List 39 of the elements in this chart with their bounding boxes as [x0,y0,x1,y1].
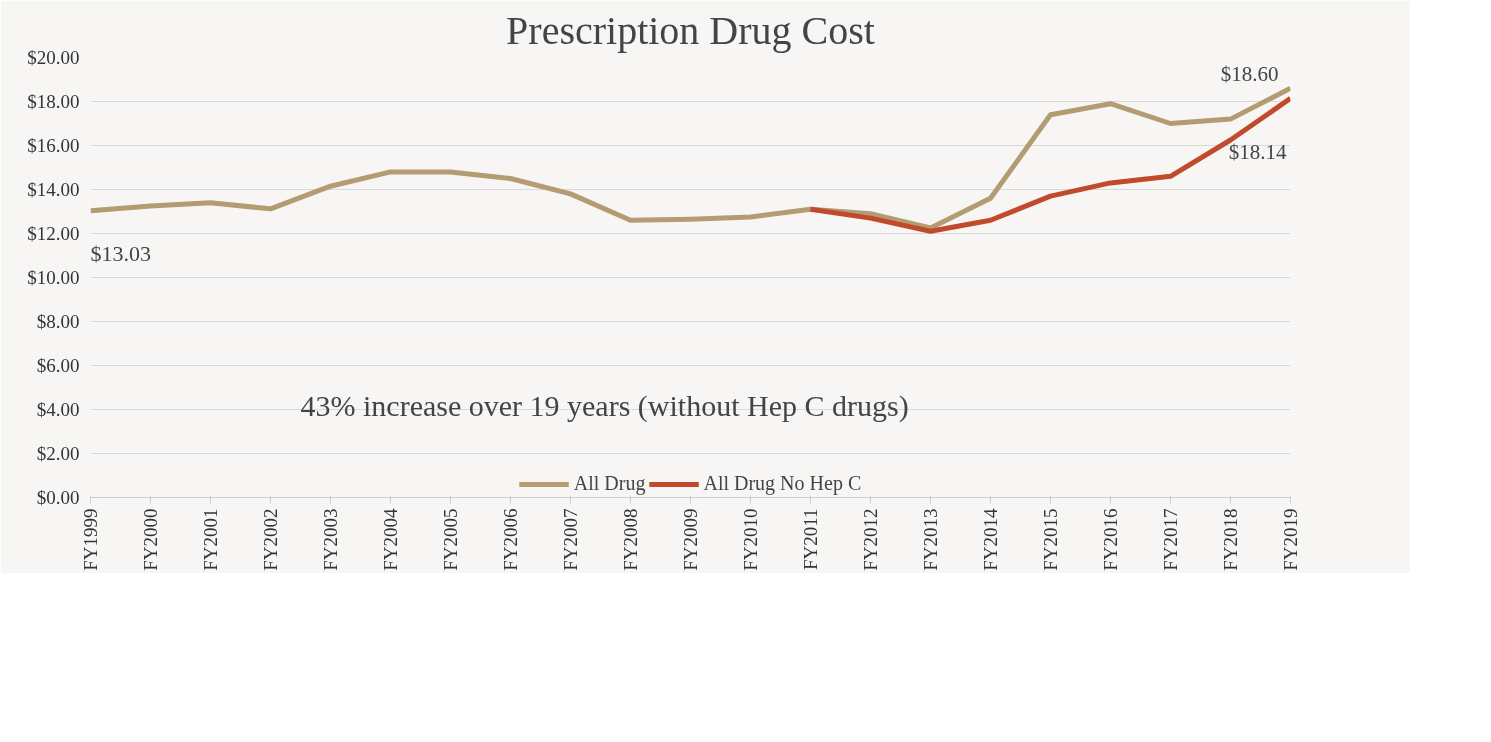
y-tick-label: $20.00 [27,47,80,68]
x-tick-label: FY2013 [920,508,941,571]
x-tick-label: FY2011 [800,508,821,571]
annotation: $13.03 [90,240,151,266]
x-tick-label: FY2012 [860,508,881,571]
legend-label: All Drug [573,472,646,495]
x-tick-label: FY1999 [80,508,101,571]
y-tick-label: $4.00 [36,399,80,420]
x-tick-label: FY2008 [620,508,641,571]
x-tick-label: FY2007 [560,508,581,571]
annotation: $18.60 [1220,62,1279,87]
annotation: 43% increase over 19 years (without Hep C drugs) [300,388,909,423]
x-tick-label: FY2006 [500,508,521,571]
x-tick-label: FY2017 [1160,508,1181,571]
x-tick-label: FY2018 [1220,508,1241,571]
x-tick-label: FY2005 [440,508,461,571]
x-tick-label: FY2019 [1280,508,1301,571]
x-tick-label: FY2010 [740,508,761,571]
y-tick-label: $0.00 [36,487,80,508]
x-tick-label: FY2009 [680,508,701,571]
x-tick-label: FY2004 [380,508,401,571]
x-tick-label: FY2002 [260,508,281,571]
x-tick-label: FY2000 [140,508,161,571]
y-tick-label: $10.00 [27,267,80,288]
x-tick-label: FY2003 [320,508,341,571]
legend-label: All Drug No Hep C [703,472,862,495]
y-tick-label: $12.00 [27,223,80,244]
y-tick-label: $16.00 [27,135,80,156]
x-tick-label: FY2001 [200,508,221,571]
y-tick-label: $14.00 [27,179,80,200]
x-tick-label: FY2015 [1040,508,1061,571]
y-tick-label: $8.00 [36,311,80,332]
x-tick-label: FY2016 [1100,508,1121,571]
y-tick-label: $6.00 [36,355,80,376]
y-tick-label: $2.00 [36,443,80,464]
chart-title: Prescription Drug Cost [506,7,875,53]
x-tick-label: FY2014 [980,508,1001,571]
annotation: $18.14 [1228,140,1287,165]
y-tick-label: $18.00 [27,91,80,112]
